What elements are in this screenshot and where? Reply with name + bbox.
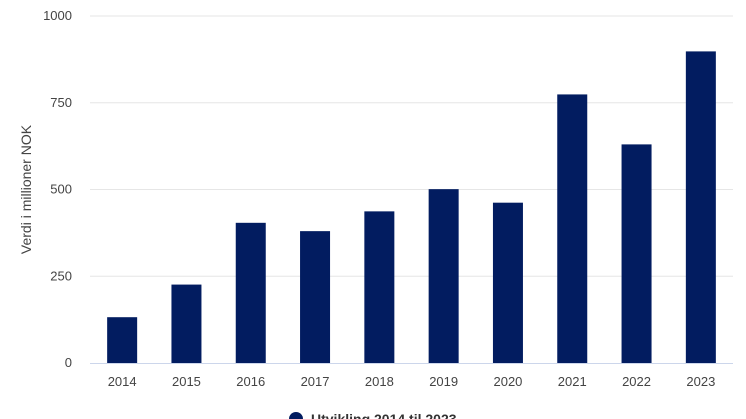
y-tick-label: 500 <box>50 182 72 197</box>
legend[interactable]: Utvikling 2014 til 2023 <box>289 411 457 419</box>
bar-2015[interactable] <box>171 284 202 363</box>
x-tick-label: 2020 <box>493 374 522 389</box>
x-tick-label: 2017 <box>301 374 330 389</box>
bar-2020[interactable] <box>492 202 523 363</box>
x-tick-label: 2016 <box>236 374 265 389</box>
y-tick-label: 0 <box>65 355 72 370</box>
y-tick-label: 1000 <box>43 8 72 23</box>
bar-2018[interactable] <box>364 211 395 363</box>
bar-2016[interactable] <box>235 222 266 363</box>
bar-2019[interactable] <box>428 189 459 363</box>
bar-2017[interactable] <box>300 231 331 363</box>
y-axis-title: Verdi i millioner NOK <box>18 124 34 254</box>
x-tick-label: 2022 <box>622 374 651 389</box>
x-tick-label: 2015 <box>172 374 201 389</box>
y-tick-label: 750 <box>50 95 72 110</box>
legend-marker <box>289 412 303 419</box>
x-axis-ticks: 2014 2015 2016 2017 2018 2019 2020 2021 2022 2023 <box>108 374 716 389</box>
legend-label: Utvikling 2014 til 2023 <box>311 411 457 419</box>
x-tick-label: 2018 <box>365 374 394 389</box>
x-tick-label: 2014 <box>108 374 137 389</box>
y-axis-ticks: 0 250 500 750 1000 <box>43 8 72 370</box>
bar-2023[interactable] <box>685 51 716 363</box>
x-tick-label: 2023 <box>686 374 715 389</box>
bars <box>107 51 716 363</box>
bar-2021[interactable] <box>557 94 588 363</box>
bar-2022[interactable] <box>621 144 652 363</box>
y-tick-label: 250 <box>50 268 72 283</box>
x-tick-label: 2021 <box>558 374 587 389</box>
x-tick-label: 2019 <box>429 374 458 389</box>
bar-2014[interactable] <box>107 317 138 363</box>
